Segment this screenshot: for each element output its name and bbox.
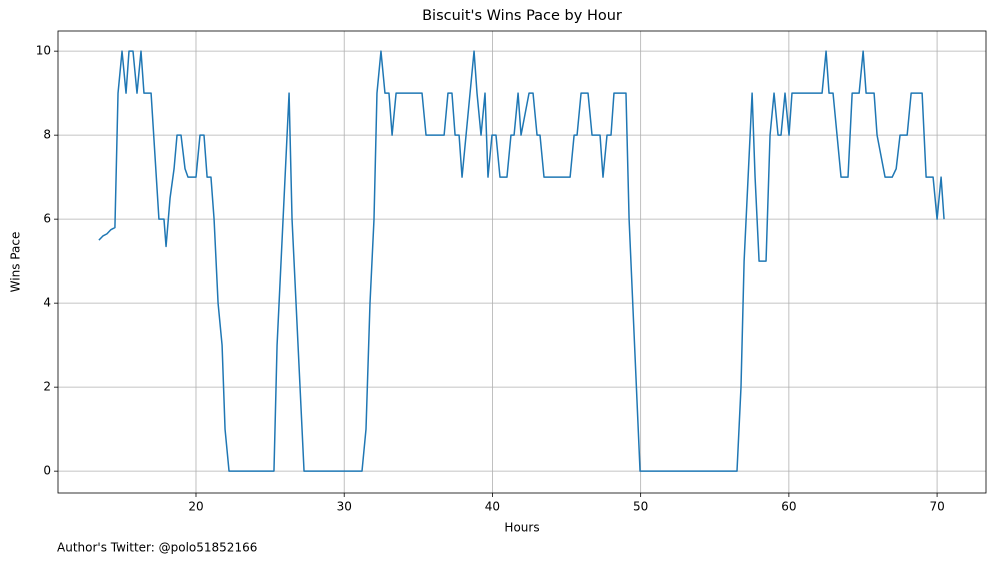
data-line xyxy=(98,50,945,472)
y-tick-label: 8 xyxy=(43,128,51,142)
y-axis-label: Wins Pace xyxy=(9,232,23,293)
x-axis-label: Hours xyxy=(504,521,539,535)
plot-frame xyxy=(57,30,987,494)
y-tick-label: 4 xyxy=(43,296,51,310)
x-tick-label: 40 xyxy=(485,500,500,514)
x-tick-label: 50 xyxy=(633,500,648,514)
y-tick-label: 2 xyxy=(43,380,51,394)
footnote: Author's Twitter: @polo51852166 xyxy=(57,541,257,555)
x-tick-label: 30 xyxy=(337,500,352,514)
y-tick-label: 6 xyxy=(43,212,51,226)
x-tick-label: 20 xyxy=(188,500,203,514)
y-tick-label: 0 xyxy=(43,464,51,478)
y-tick-label: 10 xyxy=(36,44,51,58)
x-tick-label: 70 xyxy=(929,500,944,514)
x-tick-label: 60 xyxy=(781,500,796,514)
chart-title: Biscuit's Wins Pace by Hour xyxy=(422,8,622,24)
